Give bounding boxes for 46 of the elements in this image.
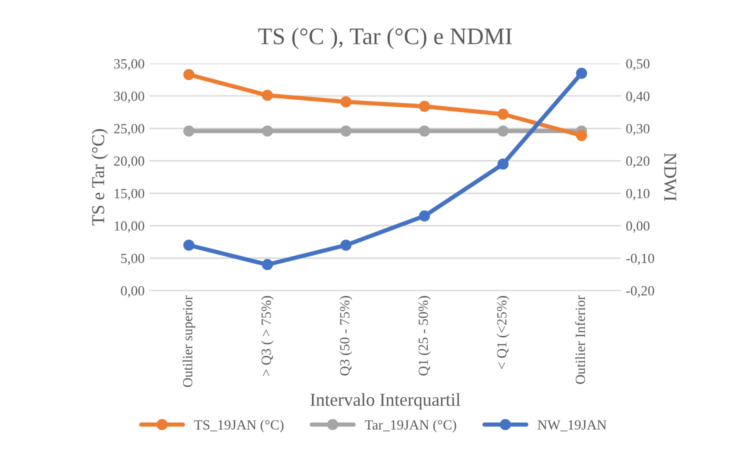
y-tick-label: 20,00 <box>114 156 144 168</box>
y2-tick-label: 0,10 <box>626 188 650 200</box>
point <box>497 158 509 170</box>
point <box>497 125 509 137</box>
legend-label: NW_19JAN <box>538 420 606 432</box>
y-tick-label: 35,00 <box>114 59 144 71</box>
y-axis-title: TS e Tar (°C) <box>92 129 108 226</box>
y-tick-label: 15,00 <box>114 188 144 200</box>
point <box>183 125 194 137</box>
y2-tick-label: 0,00 <box>626 221 650 233</box>
y-tick-label: 30,00 <box>114 92 144 103</box>
legend-label: Tar_19JAN (°C) <box>364 420 456 432</box>
y-tick-label: 10,00 <box>114 221 144 233</box>
x-axis-title: Intervalo Interquartil <box>310 393 460 410</box>
point <box>418 125 430 137</box>
x-tick-label: Q3 (50 - 75%) <box>340 296 352 376</box>
y2-tick-label: 0,40 <box>626 92 650 103</box>
x-tick-label: Q1 (25 - 50%) <box>418 296 431 376</box>
point <box>262 90 273 101</box>
x-tick-label: Outilier superior <box>182 296 196 388</box>
x-tick-label: < Q1 (<25%) <box>496 296 510 370</box>
point <box>262 259 273 270</box>
point <box>183 240 194 251</box>
point <box>340 240 352 251</box>
point <box>576 68 588 79</box>
x-tick-label: > Q3 ( > 75%) <box>261 296 274 376</box>
point <box>418 210 430 222</box>
y2-axis-title: NDWI <box>664 153 676 201</box>
point <box>183 69 194 80</box>
point <box>340 125 352 137</box>
point <box>418 100 430 112</box>
y2-tick-label: -0,20 <box>626 286 654 298</box>
y2-tick-label: 0,20 <box>626 156 650 168</box>
point <box>497 108 509 120</box>
y-tick-label: 0,00 <box>120 286 144 298</box>
y2-tick-label: 0,50 <box>626 59 650 71</box>
chart-title: TS (°C ), Tar (°C) e NDMI <box>258 28 512 50</box>
y-tick-label: 5,00 <box>121 254 144 266</box>
y2-tick-label: 0,30 <box>626 124 650 136</box>
point <box>576 130 588 142</box>
y2-tick-label: -0,10 <box>626 254 654 266</box>
legend-label: TS_19JAN (°C) <box>194 420 284 432</box>
x-tick-label: Outilier Inferior <box>575 296 586 384</box>
point <box>340 96 352 108</box>
y-tick-label: 25,00 <box>114 124 144 136</box>
point <box>262 125 273 137</box>
